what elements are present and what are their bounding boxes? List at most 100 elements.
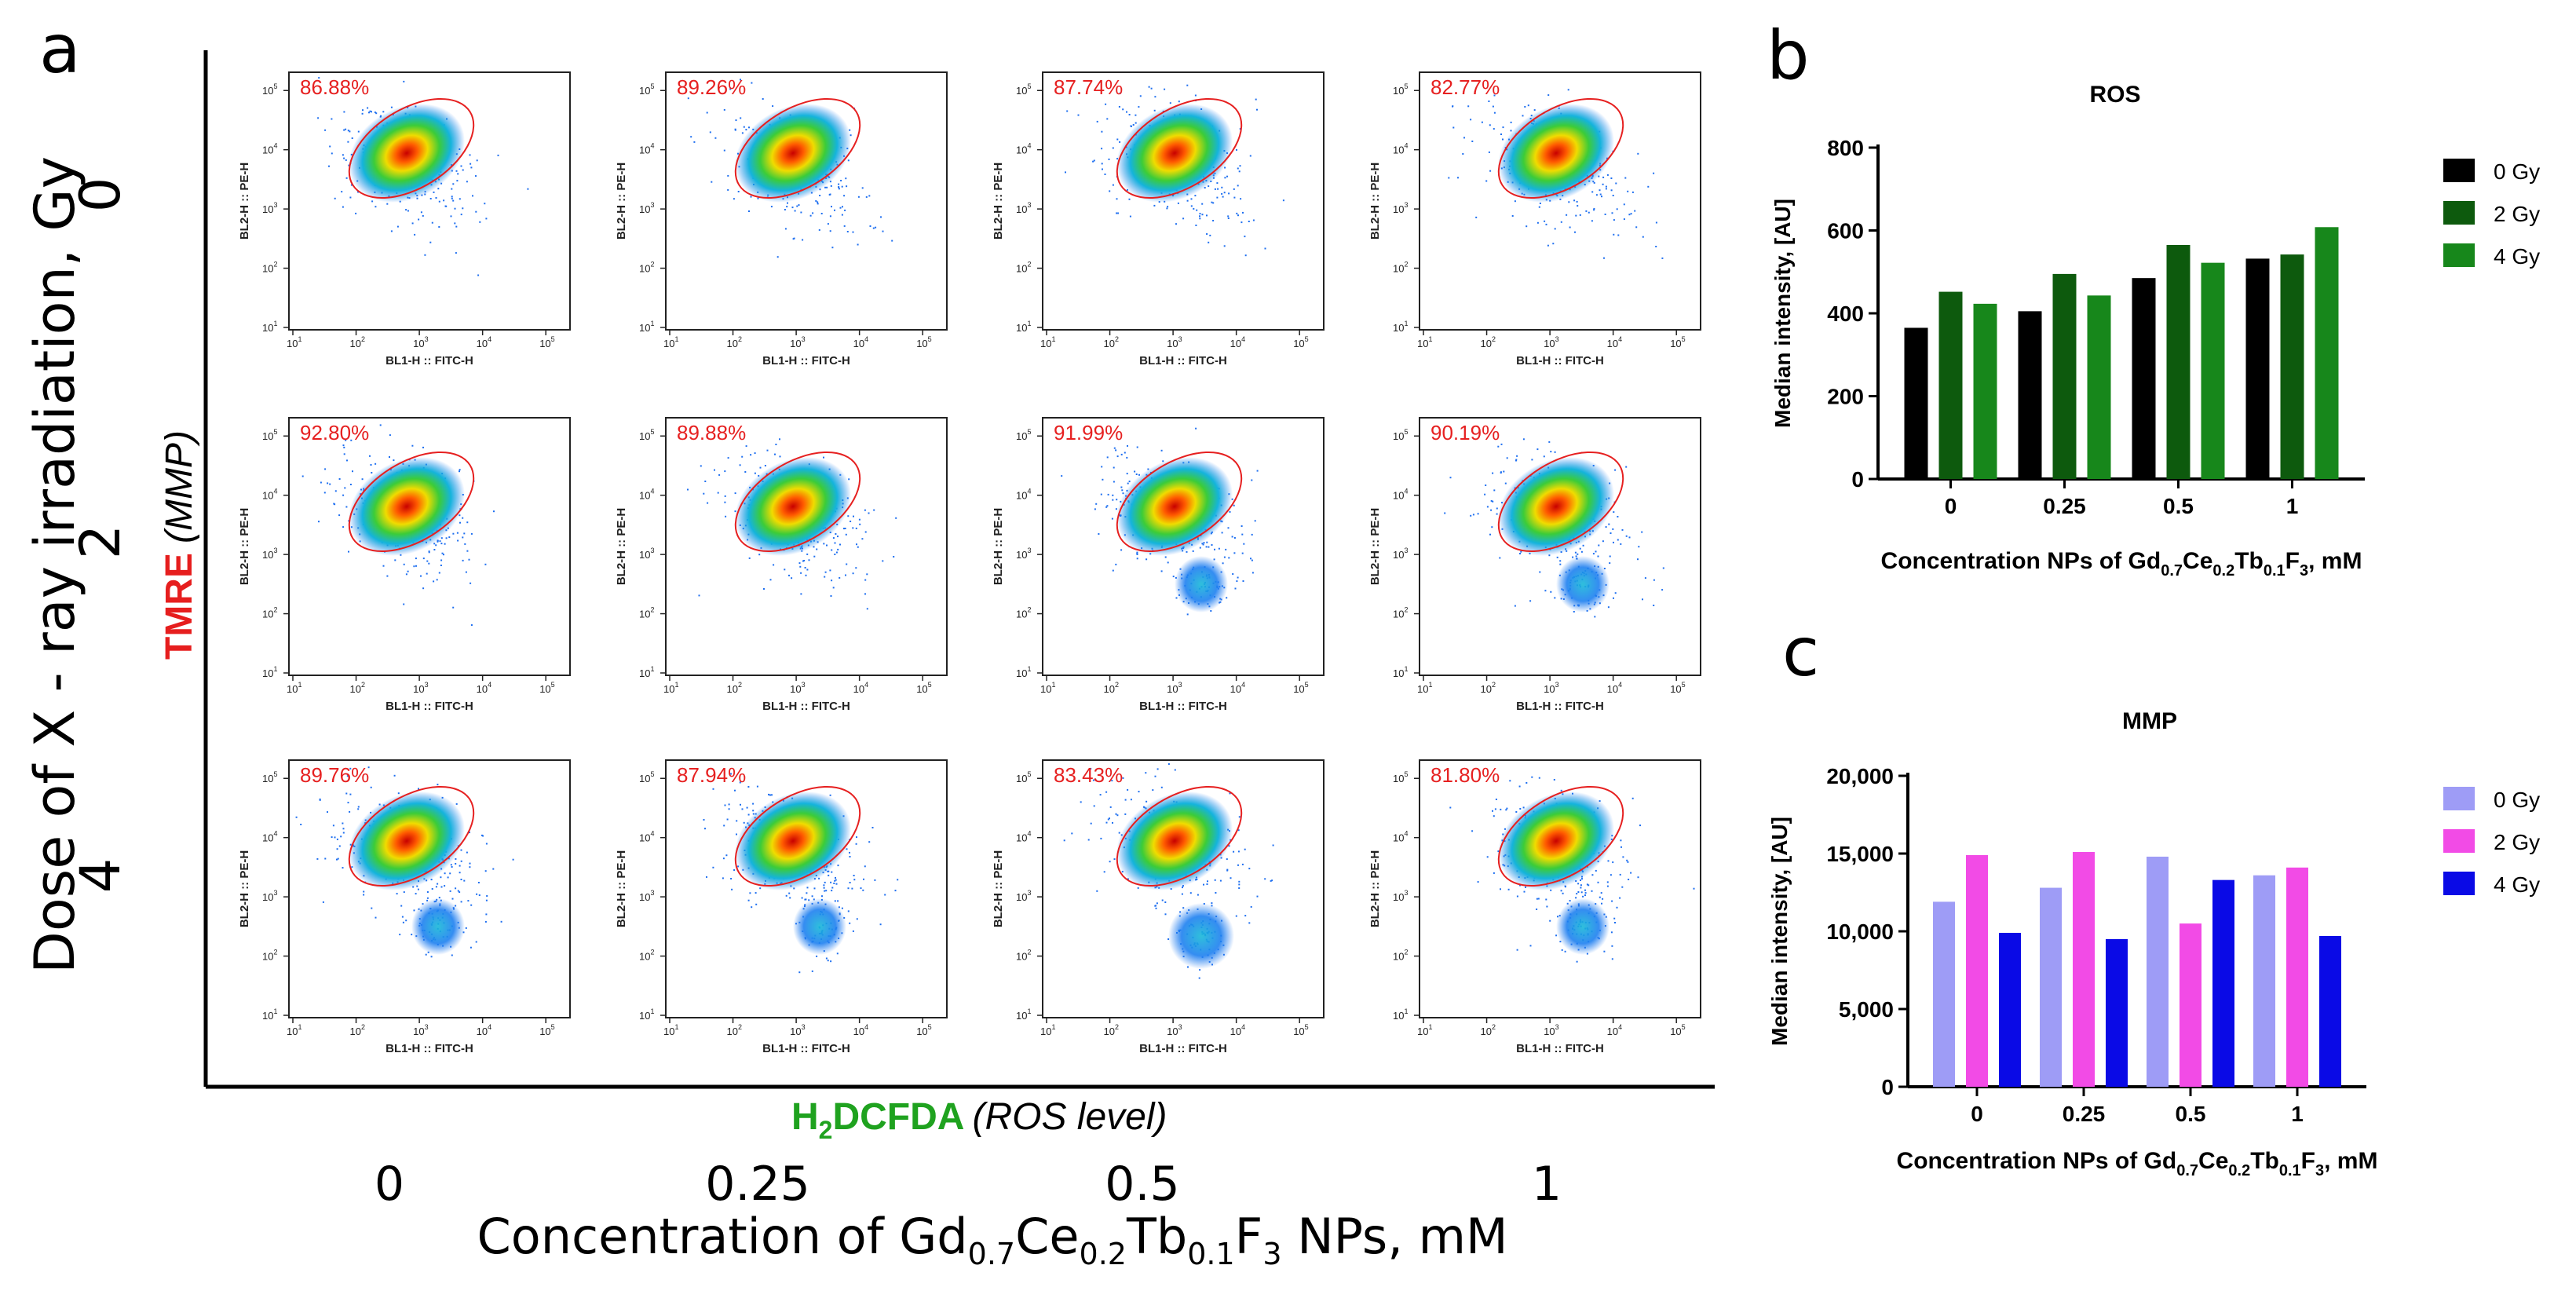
y-tick-exponent: 1: [1027, 665, 1031, 673]
scatter-point: [1616, 208, 1618, 210]
scatter-point: [1576, 200, 1578, 203]
scatter-point: [1546, 905, 1548, 908]
scatter-point: [829, 230, 831, 232]
concentration-values: 0 0.25 0.5 1: [375, 1157, 1562, 1212]
scatter-point: [864, 531, 867, 533]
x-tick-exponent: 4: [488, 1023, 491, 1031]
scatter-point: [1156, 768, 1159, 770]
x-tick-label: 101: [663, 1023, 678, 1037]
concentration-title-part: Tb: [1126, 1208, 1187, 1265]
scatter-point: [371, 472, 373, 473]
scatter-point: [1510, 130, 1512, 132]
x-tick-exponent: 2: [738, 1023, 742, 1031]
x-tick-exponent: 4: [1241, 1023, 1245, 1031]
y-tick-label: 800: [1827, 136, 1864, 160]
x-tick-label: 103: [790, 335, 805, 349]
scatter-point: [1630, 213, 1632, 215]
scatter-point: [1209, 234, 1211, 236]
x-tick-exponent: 4: [1618, 1023, 1622, 1031]
flow-plot-ylabel: BL2-H :: PE-H: [238, 850, 251, 927]
scatter-point: [1553, 779, 1555, 781]
scatter-point: [440, 559, 443, 561]
scatter-point: [1462, 153, 1464, 155]
scatter-point: [477, 882, 480, 883]
scatter-point: [333, 503, 335, 505]
scatter-point: [1595, 869, 1597, 872]
scatter-point: [1264, 247, 1266, 250]
scatter-point: [846, 231, 849, 232]
scatter-point: [706, 876, 707, 878]
x-tick-label: 102: [350, 681, 365, 695]
scatter-point: [1597, 881, 1599, 883]
x-tick-label: 1: [2291, 1102, 2304, 1126]
scatter-point: [342, 867, 344, 869]
x-tick-label: 102: [350, 1023, 365, 1037]
scatter-point: [1109, 806, 1112, 808]
scatter-point: [438, 200, 440, 203]
scatter-point: [1105, 791, 1108, 793]
scatter-point: [418, 218, 420, 221]
scatter-point: [1201, 543, 1204, 545]
scatter-point: [1206, 214, 1208, 217]
scatter-point: [1240, 198, 1242, 200]
x-tick-exponent: 2: [738, 681, 742, 689]
scatter-point: [779, 438, 780, 441]
x-tick-label: 105: [1293, 1023, 1308, 1037]
scatter-point: [808, 899, 810, 901]
x-tick-exponent: 2: [1115, 335, 1119, 343]
scatter-point: [1093, 159, 1095, 162]
scatter-point: [1225, 548, 1227, 550]
y-tick-label: 105: [1393, 770, 1408, 784]
scatter-point: [808, 559, 810, 561]
y-tick-exponent: 5: [1027, 770, 1031, 778]
y-tick-exponent: 2: [1404, 949, 1408, 956]
scatter-point: [1080, 801, 1082, 803]
gate-percentage: 89.26%: [677, 75, 746, 99]
concentration-title-part: 0.2: [1080, 1237, 1127, 1271]
scatter-point: [1201, 203, 1204, 205]
scatter-point: [320, 481, 322, 484]
y-tick-exponent: 5: [1027, 82, 1031, 90]
scatter-point: [1607, 606, 1610, 609]
scatter-point: [843, 528, 845, 530]
scatter-point: [1100, 493, 1102, 495]
scatter-point: [726, 818, 729, 821]
scatter-point: [741, 132, 744, 134]
scatter-point: [1575, 214, 1577, 217]
x-tick-label: 103: [413, 681, 428, 695]
scatter-point: [718, 473, 721, 476]
scatter-point: [839, 207, 842, 209]
scatter-point: [725, 515, 727, 517]
scatter-point: [1627, 861, 1629, 863]
scatter-point: [1098, 533, 1100, 535]
y-tick-exponent: 4: [273, 142, 277, 150]
scatter-point: [1116, 198, 1118, 200]
scatter-point: [441, 552, 444, 554]
scatter-point: [1136, 552, 1138, 554]
scatter-point: [750, 454, 752, 456]
scatter-point: [349, 810, 351, 813]
scatter-point: [1203, 883, 1204, 886]
scatter-point: [851, 887, 853, 890]
y-tick-label: 104: [639, 142, 654, 156]
scatter-point: [1471, 830, 1474, 832]
scatter-point: [462, 169, 464, 171]
y-tick-label: 10,000: [1826, 920, 1894, 944]
scatter-point: [1537, 898, 1540, 900]
scatter-point: [1536, 898, 1538, 900]
scatter-point: [413, 565, 415, 568]
scatter-point: [1601, 902, 1602, 905]
scatter-point: [802, 239, 804, 241]
scatter-point: [1248, 922, 1251, 924]
scatter-point: [868, 512, 870, 514]
scatter-point: [375, 916, 377, 919]
scatter-point: [470, 532, 473, 535]
scatter-point: [1611, 212, 1613, 214]
scatter-point: [740, 803, 741, 806]
scatter-point: [894, 890, 897, 892]
gate-percentage: 82.77%: [1431, 75, 1500, 99]
scatter-point: [1545, 898, 1547, 901]
scatter-point: [1594, 616, 1596, 618]
